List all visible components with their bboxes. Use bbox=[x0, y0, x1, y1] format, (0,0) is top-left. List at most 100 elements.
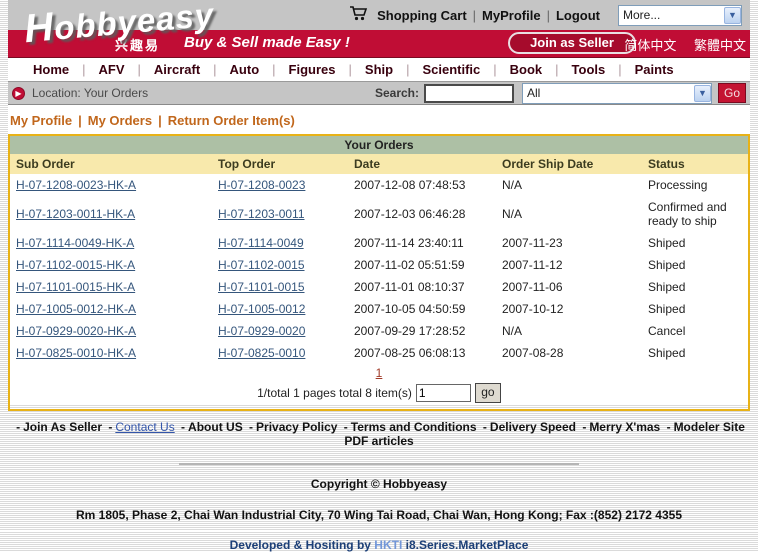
table-row: H-07-0929-0020-HK-A H-07-0929-0020 2007-09… bbox=[10, 320, 748, 342]
top-order-link[interactable]: H-07-0825-0010 bbox=[218, 346, 306, 360]
orders-table-container: Your Orders Sub Order Top Order Date Ord… bbox=[8, 134, 750, 411]
separator: - bbox=[16, 420, 21, 434]
myprofile-link[interactable]: MyProfile bbox=[482, 7, 541, 23]
logo-chinese-text: 兴趣易 bbox=[115, 38, 161, 53]
separator: - bbox=[249, 420, 254, 434]
top-utility-bar: Shopping Cart | MyProfile | Logout More.… bbox=[8, 0, 750, 30]
more-dropdown[interactable]: More... ▼ bbox=[618, 4, 742, 26]
top-order-link[interactable]: H-07-1005-0012 bbox=[218, 302, 306, 316]
footer-link-contact-us[interactable]: Contact Us bbox=[115, 420, 175, 434]
sub-order-link[interactable]: H-07-1101-0015-HK-A bbox=[16, 280, 136, 294]
separator: | bbox=[406, 62, 410, 77]
hkti-link[interactable]: HKTI bbox=[374, 538, 403, 552]
nav-item-auto[interactable]: Auto bbox=[229, 62, 260, 77]
footer-link-join-as-seller[interactable]: Join As Seller bbox=[23, 420, 102, 434]
order-status: Shiped bbox=[648, 302, 686, 316]
sub-order-link-cell: H-07-0825-0010-HK-A bbox=[10, 342, 212, 364]
nav-item-book[interactable]: Book bbox=[509, 62, 543, 77]
orders-table: Sub Order Top Order Date Order Ship Date… bbox=[10, 154, 748, 364]
table-row: H-07-1101-0015-HK-A H-07-1101-0015 2007-11… bbox=[10, 276, 748, 298]
footer-link-about-us[interactable]: About US bbox=[188, 420, 243, 434]
footer-link-merry-x-mas[interactable]: Merry X'mas bbox=[589, 420, 661, 434]
order-status: Shiped bbox=[648, 280, 686, 294]
separator: | bbox=[82, 62, 86, 77]
join-as-seller-button[interactable]: Join as Seller bbox=[508, 32, 636, 54]
top-order-link[interactable]: H-07-1208-0023 bbox=[218, 178, 306, 192]
order-ship-date: N/A bbox=[502, 324, 523, 338]
page-jump-input[interactable] bbox=[415, 384, 471, 402]
company-address: Rm 1805, Phase 2, Chai Wan Industrial Ci… bbox=[75, 508, 683, 522]
top-order-link-cell: H-07-1005-0012 bbox=[212, 298, 348, 320]
order-status: Confirmed and ready to ship bbox=[648, 200, 727, 228]
nav-item-paints[interactable]: Paints bbox=[634, 62, 674, 77]
sub-order-link[interactable]: H-07-1114-0049-HK-A bbox=[16, 236, 135, 250]
separator: | bbox=[546, 7, 550, 23]
page-jump-go-button[interactable]: go bbox=[474, 383, 501, 403]
chevron-down-icon: ▼ bbox=[724, 6, 741, 24]
separator: | bbox=[137, 62, 141, 77]
sub-order-link[interactable]: H-07-1203-0011-HK-A bbox=[16, 207, 136, 221]
order-date: 2007-11-01 08:10:37 bbox=[354, 280, 465, 294]
separator: - bbox=[181, 420, 186, 434]
top-order-link[interactable]: H-07-1114-0049 bbox=[218, 236, 304, 250]
page-number-link[interactable]: 1 bbox=[375, 366, 383, 380]
separator: - bbox=[666, 420, 671, 434]
search-category-value: All bbox=[527, 86, 541, 100]
separator: - bbox=[482, 420, 487, 434]
nav-item-ship[interactable]: Ship bbox=[364, 62, 394, 77]
footer-link-modeler-site-pdf-articles[interactable]: Modeler Site PDF articles bbox=[344, 420, 745, 448]
nav-item-figures[interactable]: Figures bbox=[288, 62, 336, 77]
more-dropdown-value: More... bbox=[623, 8, 661, 22]
search-go-button[interactable]: Go bbox=[718, 83, 746, 103]
lang-traditional-chinese-link[interactable]: 繁體中文 bbox=[693, 38, 746, 53]
top-order-link-cell: H-07-1203-0011 bbox=[212, 196, 348, 232]
nav-item-tools[interactable]: Tools bbox=[571, 62, 606, 77]
sub-order-link[interactable]: H-07-1102-0015-HK-A bbox=[16, 258, 136, 272]
location-search-bar: ▶ Location: Your Orders Search: All ▼ Go bbox=[8, 82, 750, 105]
separator: | bbox=[472, 7, 477, 23]
sub-order-link[interactable]: H-07-0929-0020-HK-A bbox=[16, 324, 137, 338]
sub-order-link[interactable]: H-07-1208-0023-HK-A bbox=[16, 178, 137, 192]
sub-order-link[interactable]: H-07-1005-0012-HK-A bbox=[16, 302, 137, 316]
sub-order-link-cell: H-07-0929-0020-HK-A bbox=[10, 320, 212, 342]
nav-item-home[interactable]: Home bbox=[33, 62, 70, 77]
separator: - bbox=[343, 420, 348, 434]
order-ship-date: 2007-11-06 bbox=[502, 280, 563, 294]
top-order-link[interactable]: H-07-0929-0020 bbox=[218, 324, 306, 338]
search-label: Search: bbox=[374, 86, 419, 100]
footer-link-delivery-speed[interactable]: Delivery Speed bbox=[489, 420, 576, 434]
subnav-my-orders[interactable]: My Orders bbox=[87, 113, 153, 128]
separator: | bbox=[618, 62, 622, 77]
footer-link-terms-and-conditions[interactable]: Terms and Conditions bbox=[350, 420, 477, 434]
top-order-link[interactable]: H-07-1101-0015 bbox=[218, 280, 305, 294]
sub-order-link-cell: H-07-1102-0015-HK-A bbox=[10, 254, 212, 276]
footer-links: - Join As Seller - Contact Us - About US -P… bbox=[8, 420, 750, 448]
footer-link-privacy-policy[interactable]: Privacy Policy bbox=[256, 420, 338, 434]
table-row: H-07-1203-0011-HK-A H-07-1203-0011 2007-12… bbox=[10, 196, 748, 232]
order-date: 2007-12-03 06:46:28 bbox=[354, 207, 466, 221]
chevron-down-icon: ▼ bbox=[694, 84, 711, 102]
nav-item-scientific[interactable]: Scientific bbox=[422, 62, 481, 77]
shopping-cart-link[interactable]: Shopping Cart bbox=[377, 7, 467, 23]
top-order-link[interactable]: H-07-1102-0015 bbox=[218, 258, 305, 272]
separator: | bbox=[158, 113, 162, 128]
top-order-link-cell: H-07-1114-0049 bbox=[212, 232, 348, 254]
subnav-my-profile[interactable]: My Profile bbox=[10, 113, 73, 128]
order-ship-date: 2007-10-12 bbox=[502, 302, 564, 316]
logout-link[interactable]: Logout bbox=[555, 7, 600, 23]
developed-prefix: Developed & Hositing by bbox=[229, 538, 375, 552]
order-ship-date: N/A bbox=[502, 178, 523, 192]
footer: - Join As Seller - Contact Us - About US -P… bbox=[8, 411, 750, 552]
nav-item-aircraft[interactable]: Aircraft bbox=[153, 62, 201, 77]
brand-bar: 兴趣易 Buy & Sell made Easy ! Join as Selle… bbox=[8, 30, 750, 57]
nav-item-afv[interactable]: AFV bbox=[98, 62, 125, 77]
top-order-link[interactable]: H-07-1203-0011 bbox=[218, 207, 305, 221]
lang-simplified-chinese-link[interactable]: 简体中文 bbox=[624, 38, 677, 53]
order-date: 2007-09-29 17:28:52 bbox=[354, 324, 466, 338]
col-top-order: Top Order bbox=[212, 154, 348, 174]
search-input[interactable] bbox=[424, 83, 514, 103]
sub-order-link[interactable]: H-07-0825-0010-HK-A bbox=[16, 346, 137, 360]
separator: | bbox=[78, 113, 82, 128]
subnav-return-order-item-s-[interactable]: Return Order Item(s) bbox=[167, 113, 295, 128]
search-category-dropdown[interactable]: All ▼ bbox=[522, 82, 712, 104]
